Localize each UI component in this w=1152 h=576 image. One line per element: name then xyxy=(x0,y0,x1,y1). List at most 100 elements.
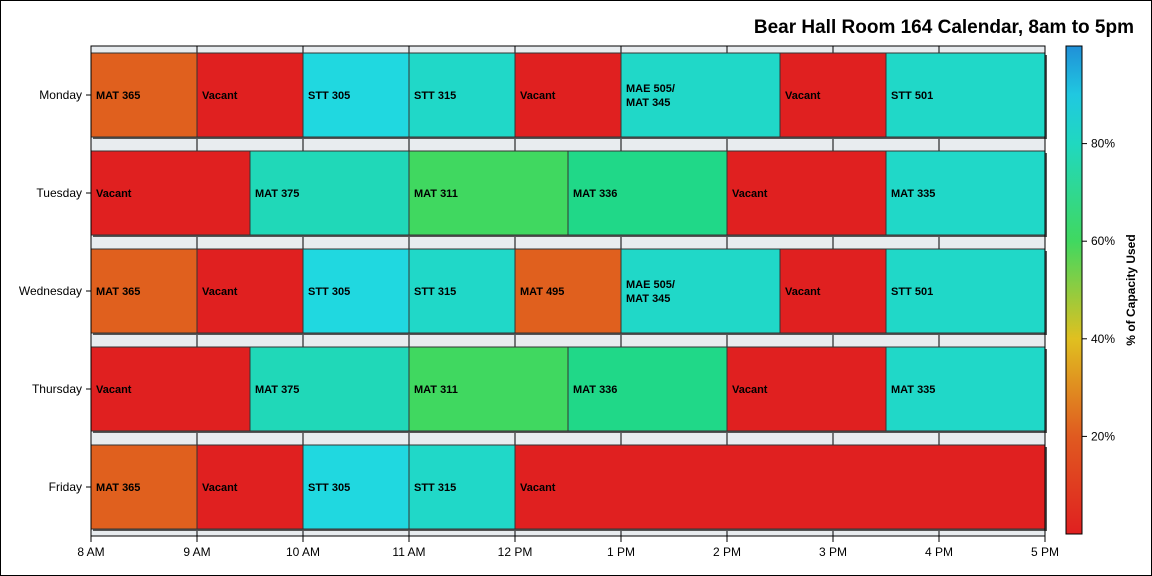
event-label-line: Vacant xyxy=(520,90,556,102)
event-label: Vacant xyxy=(520,90,556,102)
event-label-line: MAT 335 xyxy=(891,188,935,200)
y-tick-label: Friday xyxy=(49,480,82,494)
event-label-line: Vacant xyxy=(202,482,238,494)
event-label: STT 305 xyxy=(308,286,350,298)
event-label: STT 315 xyxy=(414,286,456,298)
y-tick-label: Monday xyxy=(39,88,82,102)
event-label-line: Vacant xyxy=(96,384,132,396)
event-label: MAE 505/MAT 345 xyxy=(626,83,675,109)
event-bar xyxy=(249,346,410,432)
colorbar-tick-label: 40% xyxy=(1091,332,1115,346)
event-label-line: Vacant xyxy=(732,188,768,200)
event-label-line: MAT 336 xyxy=(573,188,617,200)
event-label: MAT 336 xyxy=(573,384,617,396)
event-bar xyxy=(90,346,251,432)
event-bar xyxy=(408,444,516,530)
event-bar xyxy=(408,150,569,236)
event-label: MAE 505/MAT 345 xyxy=(626,279,675,305)
event-label: STT 315 xyxy=(414,482,456,494)
event-label: Vacant xyxy=(96,384,132,396)
event-bar xyxy=(726,346,887,432)
x-tick-label: 9 AM xyxy=(183,545,210,559)
event-label: Vacant xyxy=(520,482,556,494)
y-tick-label: Tuesday xyxy=(36,186,82,200)
event-label: Vacant xyxy=(732,384,768,396)
event-label-line: Vacant xyxy=(785,90,821,102)
event-label-line: STT 501 xyxy=(891,286,933,298)
event-bar xyxy=(779,52,887,138)
event-label-line: Vacant xyxy=(202,286,238,298)
event-label: Vacant xyxy=(785,90,821,102)
chart-title: Bear Hall Room 164 Calendar, 8am to 5pm xyxy=(754,17,1134,38)
event-bar xyxy=(726,150,887,236)
event-label: MAT 365 xyxy=(96,482,140,494)
event-bar xyxy=(302,444,410,530)
event-label-line: STT 315 xyxy=(414,482,456,494)
event-label-line: Vacant xyxy=(785,286,821,298)
event-label-line: Vacant xyxy=(202,90,238,102)
event-label-line: MAT 335 xyxy=(891,384,935,396)
event-label-line: STT 305 xyxy=(308,90,350,102)
event-label: STT 501 xyxy=(891,90,933,102)
event-label-line: MAT 311 xyxy=(414,188,458,200)
event-label-line: MAT 345 xyxy=(626,293,670,305)
event-bar xyxy=(779,248,887,334)
colorbar-tick-label: 60% xyxy=(1091,234,1115,248)
day-row-wednesday: MAT 365 Vacant STT 305 STT 315 MAT 495 MAE 50… xyxy=(90,248,1047,335)
event-label: Vacant xyxy=(96,188,132,200)
event-label-line: MAT 375 xyxy=(255,188,299,200)
event-bar xyxy=(196,52,304,138)
x-tick-label: 3 PM xyxy=(819,545,847,559)
event-bar xyxy=(514,52,622,138)
x-tick-label: 2 PM xyxy=(713,545,741,559)
event-label: MAT 495 xyxy=(520,286,564,298)
event-label-line: MAT 495 xyxy=(520,286,564,298)
day-row-thursday: Vacant MAT 375 MAT 311 MAT 336 Vacant MAT 335 xyxy=(90,346,1047,433)
event-label: MAT 365 xyxy=(96,286,140,298)
x-tick-label: 4 PM xyxy=(925,545,953,559)
event-bar xyxy=(620,248,781,334)
event-label: MAT 335 xyxy=(891,384,935,396)
event-label: Vacant xyxy=(785,286,821,298)
event-bar xyxy=(514,444,1046,530)
event-label: MAT 311 xyxy=(414,188,458,200)
colorbar-title: % of Capacity Used xyxy=(1124,234,1138,345)
colorbar-tick-label: 80% xyxy=(1091,137,1115,151)
event-bar xyxy=(90,52,198,138)
plot-border xyxy=(90,45,1046,537)
y-tick-label: Thursday xyxy=(32,382,82,396)
event-label: STT 305 xyxy=(308,482,350,494)
event-bar xyxy=(90,444,198,530)
event-bar xyxy=(514,248,622,334)
event-label-line: MAT 365 xyxy=(96,482,140,494)
event-label: MAT 375 xyxy=(255,188,299,200)
event-label: MAT 365 xyxy=(96,90,140,102)
event-bar xyxy=(408,346,569,432)
day-row-friday: MAT 365 Vacant STT 305 STT 315 Vacant xyxy=(90,444,1047,531)
event-bar xyxy=(567,346,728,432)
event-label-line: Vacant xyxy=(732,384,768,396)
event-label-line: MAT 365 xyxy=(96,90,140,102)
colorbar-tick-label: 20% xyxy=(1091,429,1115,443)
event-label-line: Vacant xyxy=(520,482,556,494)
plot-area: MAT 365 Vacant STT 305 STT 315 Vacant MAE 505… xyxy=(19,45,1059,559)
event-bar xyxy=(620,52,781,138)
event-label-line: MAT 375 xyxy=(255,384,299,396)
event-label-line: Vacant xyxy=(96,188,132,200)
event-label: Vacant xyxy=(732,188,768,200)
event-bar xyxy=(249,150,410,236)
event-bar xyxy=(885,346,1046,432)
event-bar xyxy=(302,52,410,138)
event-label: STT 315 xyxy=(414,90,456,102)
event-label-line: MAT 311 xyxy=(414,384,458,396)
event-label: MAT 311 xyxy=(414,384,458,396)
event-label: STT 501 xyxy=(891,286,933,298)
event-label: MAT 375 xyxy=(255,384,299,396)
event-bar xyxy=(196,248,304,334)
day-row-monday: MAT 365 Vacant STT 305 STT 315 Vacant MAE 505… xyxy=(90,52,1047,139)
event-bar xyxy=(408,248,516,334)
event-label: MAT 336 xyxy=(573,188,617,200)
event-label-line: STT 315 xyxy=(414,90,456,102)
